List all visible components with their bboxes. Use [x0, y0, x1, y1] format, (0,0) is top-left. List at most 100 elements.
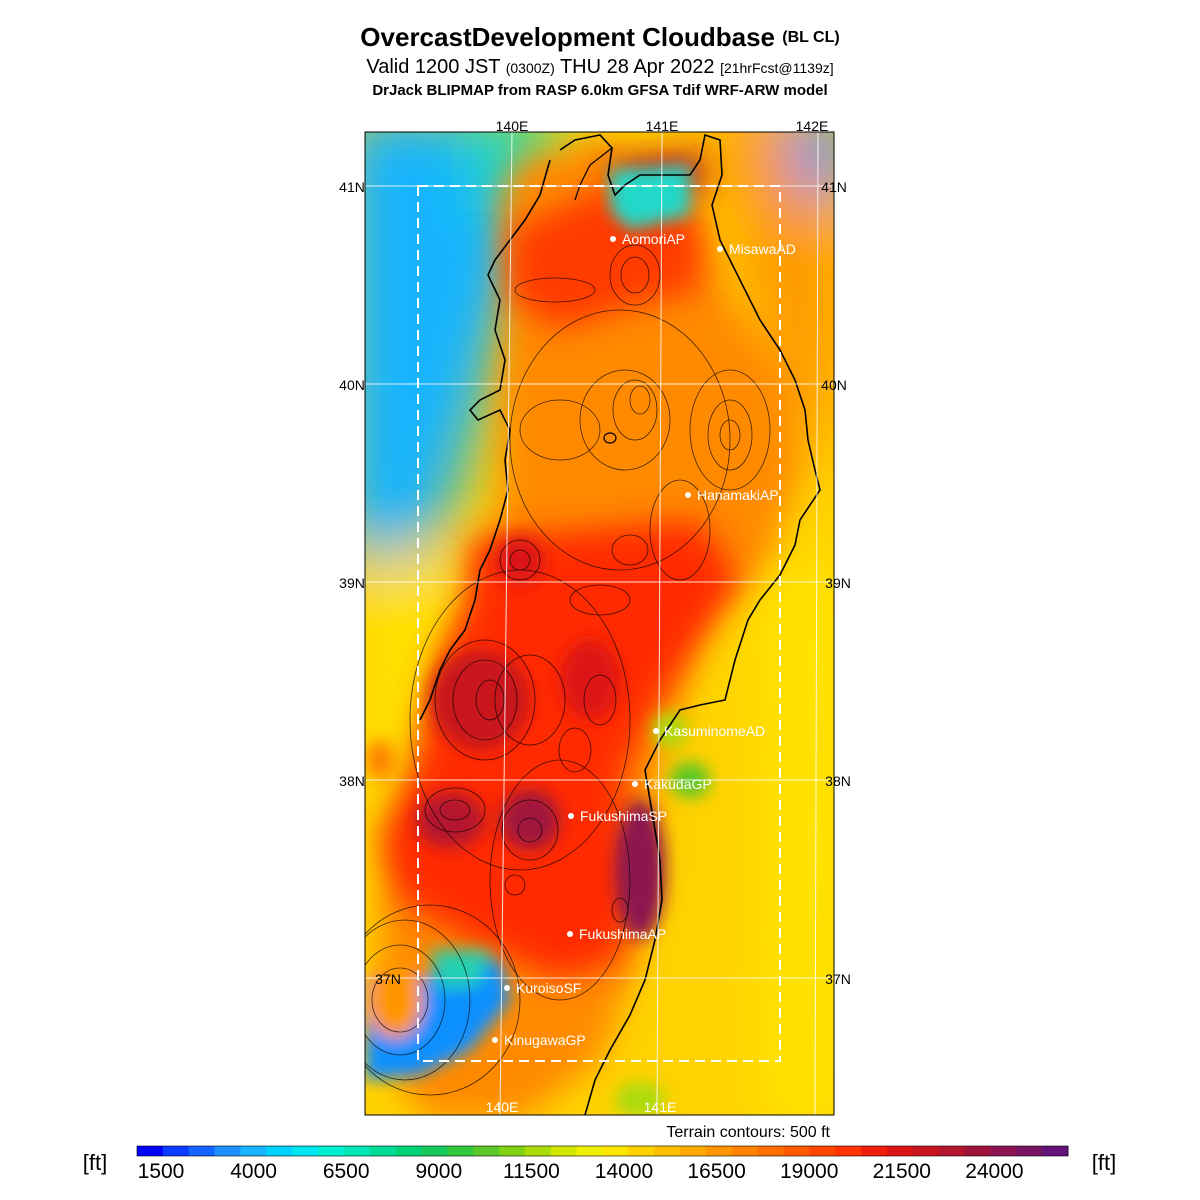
colorbar-swatch [421, 1146, 448, 1156]
station-kasuminomead[interactable]: KasuminomeAD [653, 723, 765, 739]
colorbar-swatch [912, 1146, 940, 1156]
colorbar-swatch [318, 1146, 345, 1156]
colorbar-swatch [499, 1146, 526, 1156]
colorbar-swatch [473, 1146, 500, 1156]
colorbar-swatch [783, 1146, 810, 1156]
chart-title: OvercastDevelopment Cloudbase (BL CL) [0, 22, 1200, 53]
valid-prefix: Valid 1200 JST [366, 56, 501, 78]
lat-labels: 41N 40N 39N 38N 37N 41N 40N 39N 38N 37N [339, 179, 851, 987]
colorbar-tick-label: 4000 [230, 1160, 277, 1183]
colorbar-swatch [731, 1146, 759, 1156]
colorbar-swatch [757, 1146, 785, 1156]
lat-label-left-1: 40N [339, 377, 365, 393]
colorbar-swatch [886, 1146, 914, 1156]
colorbar-swatch [654, 1146, 681, 1156]
station-hanamakiap[interactable]: HanamakiAP [685, 487, 779, 503]
colorbar-swatch [369, 1146, 397, 1156]
forecast-info: [21hrFcst@1139z] [720, 60, 834, 76]
stations: AomoriAP MisawaAD HanamakiAP KasuminomeA… [492, 231, 796, 1048]
colorbar-tick-label: 16500 [687, 1160, 745, 1183]
station-marker [632, 781, 638, 787]
lon-label-top-2: 142E [796, 118, 829, 134]
colorbar-swatch [861, 1146, 888, 1156]
colorbar-tick-label: 1500 [138, 1160, 185, 1183]
lat-label-right-0: 41N [821, 179, 847, 195]
valid-date: THU 28 Apr 2022 [559, 56, 715, 78]
colorbar-tick-label: 24000 [965, 1160, 1023, 1183]
colorbar-swatch [964, 1146, 991, 1156]
station-fukushimasp[interactable]: FukushimaSP [568, 808, 667, 824]
colorbar-tick-labels: 1500 4000 6500 9000 11500 14000 16500 19000 2150… [138, 1160, 1024, 1183]
colorbar-unit-right: [ft] [1092, 1150, 1116, 1175]
station-label: FukushimaAP [579, 926, 666, 942]
station-label: KinugawaGP [504, 1032, 586, 1048]
model-line: DrJack BLIPMAP from RASP 6.0km GFSA Tdif… [372, 82, 828, 99]
station-marker [492, 1037, 498, 1043]
station-label: MisawaAD [729, 241, 796, 257]
station-marker [504, 985, 510, 991]
colorbar-swatch [809, 1146, 836, 1156]
colorbar-border [136, 1145, 1069, 1157]
terrain-contours [365, 244, 771, 1096]
station-kuroisosf[interactable]: KuroisoSF [504, 980, 581, 996]
colorbar-swatch [214, 1146, 241, 1156]
colorbar-swatch [550, 1146, 578, 1156]
colorbar-swatch [990, 1146, 1017, 1156]
valid-zulu: (0300Z) [505, 60, 555, 76]
station-kinugawagp[interactable]: KinugawaGP [492, 1032, 586, 1048]
station-marker [568, 813, 574, 819]
lon-label-top-1: 141E [646, 118, 679, 134]
colorbar-swatch [292, 1146, 319, 1156]
colorbar-swatch [524, 1146, 552, 1156]
station-label: KakudaGP [644, 776, 712, 792]
station-marker [653, 728, 659, 734]
colorbar-swatch [705, 1146, 733, 1156]
title-suffix: (BL CL) [782, 29, 840, 46]
colorbar-tick-label: 21500 [873, 1160, 931, 1183]
station-marker [717, 246, 723, 252]
lat-label-left-3: 38N [339, 773, 365, 789]
lat-label-right-2: 39N [825, 575, 851, 591]
lon-label-top-0: 140E [496, 118, 529, 134]
lat-label-right-1: 40N [821, 377, 847, 393]
lon-label-bottom-1: 141E [644, 1099, 677, 1115]
map-border [364, 131, 835, 1116]
station-label: KasuminomeAD [664, 723, 765, 739]
station-aomoriap[interactable]: AomoriAP [610, 231, 685, 247]
lat-label-right-4: 37N [825, 971, 851, 987]
colorbar-tick-label: 19000 [780, 1160, 838, 1183]
colorbar-swatch [266, 1146, 293, 1156]
station-kakudagp[interactable]: KakudaGP [632, 776, 712, 792]
title-main: OvercastDevelopment Cloudbase [360, 22, 775, 52]
station-marker [567, 931, 573, 937]
lon-label-bottom-0: 140E [486, 1099, 519, 1115]
colorbar [136, 1145, 1069, 1157]
station-label: FukushimaSP [580, 808, 667, 824]
colorbar-swatch [1042, 1146, 1069, 1156]
station-fukushimaap[interactable]: FukushimaAP [567, 926, 666, 942]
colorbar-tick-label: 11500 [503, 1160, 560, 1183]
coastline [559, 133, 821, 1115]
colorbar-swatch [447, 1146, 474, 1156]
colorbar-swatch [343, 1146, 371, 1156]
colorbar-swatch [602, 1146, 629, 1156]
colorbar-swatch [628, 1146, 655, 1156]
colorbar-tick-label: 14000 [595, 1160, 653, 1183]
colorbar-swatch [395, 1146, 422, 1156]
lat-label-left-0: 41N [339, 179, 365, 195]
colorbar-swatch [1016, 1146, 1043, 1156]
colorbar-swatch [162, 1146, 190, 1156]
station-marker [685, 492, 691, 498]
lon-labels: 140E 141E 142E 140E 141E [486, 118, 829, 1115]
station-misawaad[interactable]: MisawaAD [717, 241, 796, 257]
station-label: KuroisoSF [516, 980, 581, 996]
lat-label-left-4: 37N [375, 971, 401, 987]
terrain-contour-note: Terrain contours: 500 ft [666, 1124, 830, 1141]
colorbar-swatch [938, 1146, 966, 1156]
domain-box [417, 185, 781, 1062]
colorbar-swatch [188, 1146, 216, 1156]
valid-time-line: Valid 1200 JST (0300Z) THU 28 Apr 2022 [… [0, 56, 1200, 79]
colorbar-unit-left: [ft] [83, 1150, 107, 1175]
colorbar-tick-label: 6500 [323, 1160, 370, 1183]
